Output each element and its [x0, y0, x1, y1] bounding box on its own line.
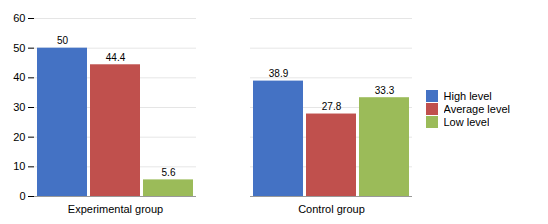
svg-text:10: 10 — [13, 160, 25, 172]
html-text:Low level: Low level — [443, 115, 490, 128]
svg-text:30: 30 — [13, 101, 25, 113]
svg-text:0: 0 — [19, 190, 25, 202]
svg-text:27.8: 27.8 — [322, 101, 342, 112]
html-text:High level: High level — [443, 89, 492, 102]
svg-text:44.4: 44.4 — [106, 52, 126, 63]
svg-text:33.3: 33.3 — [375, 85, 395, 96]
svg-text:50: 50 — [57, 35, 69, 46]
svg-text:38.9: 38.9 — [269, 68, 289, 79]
svg-text:60: 60 — [13, 12, 25, 24]
html-text:Average level: Average level — [443, 102, 510, 115]
svg-text:50: 50 — [13, 42, 25, 54]
svg-text:40: 40 — [13, 71, 25, 83]
svg-text:20: 20 — [13, 131, 25, 143]
svg-text:Control group: Control group — [298, 203, 365, 215]
svg-text:Experimental group: Experimental group — [68, 203, 163, 215]
svg-text:5.6: 5.6 — [162, 167, 176, 178]
